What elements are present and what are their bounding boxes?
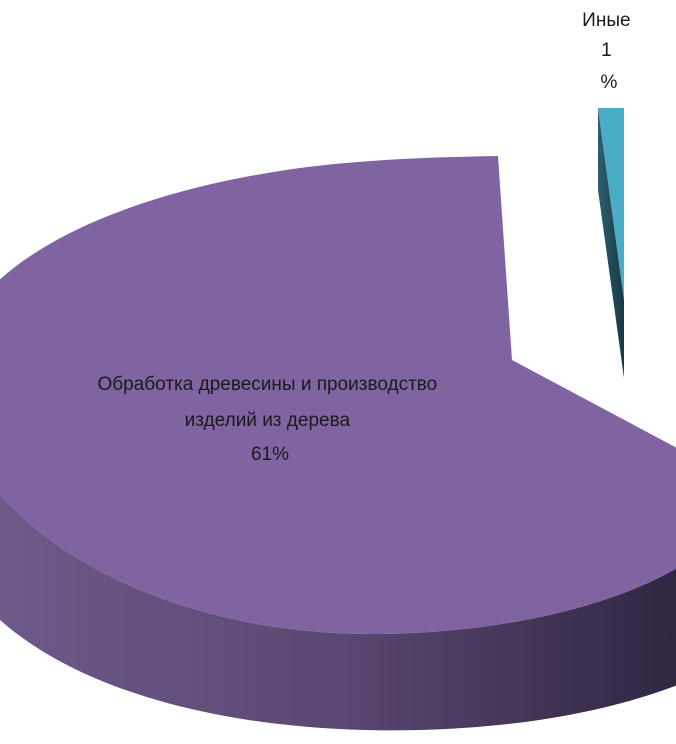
main-slice-value-label: 61%	[251, 444, 289, 465]
other-slice-label-line1: Иные	[582, 10, 630, 31]
pie-slice-other: Иные 1 %	[582, 10, 636, 378]
pie-slice-main: Обработка древесины и производство издел…	[0, 156, 676, 730]
main-slice-label-line1: Обработка древесины и производство	[98, 374, 438, 395]
main-slice-label-line2: изделий из дерева	[185, 410, 351, 431]
pie-slice-main-top	[0, 156, 676, 634]
svg-text:Иные 1 %: Иные 1 %	[582, 10, 636, 93]
other-slice-label-line2: 1	[601, 40, 612, 61]
other-slice-value-label: %	[601, 72, 618, 93]
